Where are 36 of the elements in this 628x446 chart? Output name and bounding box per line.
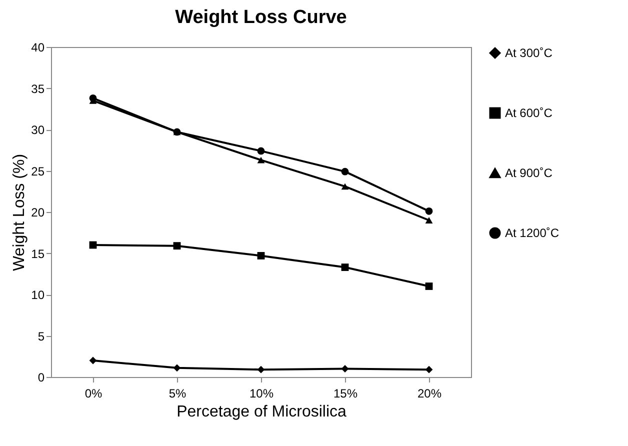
point — [425, 282, 433, 290]
y-tick-label: 20 — [31, 206, 45, 220]
point — [257, 366, 265, 374]
legend-label: At 300˚C — [505, 46, 553, 60]
point — [425, 366, 433, 374]
point — [425, 207, 433, 215]
point — [425, 217, 433, 224]
point — [89, 356, 97, 364]
point — [173, 242, 181, 250]
y-tick-label: 0 — [38, 370, 45, 384]
point — [257, 252, 265, 260]
x-tick-label: 20% — [417, 386, 442, 400]
point — [341, 183, 349, 190]
y-tick-label: 5 — [38, 329, 45, 344]
y-tick-label: 30 — [31, 123, 45, 137]
y-axis-title: Weight Loss (%) — [11, 154, 28, 272]
point — [257, 156, 265, 164]
y-tick-label: 25 — [31, 164, 45, 178]
x-tick-label: 10% — [249, 386, 274, 400]
y-tick-label: 10 — [31, 288, 45, 302]
x-tick-label: 5% — [168, 386, 186, 400]
point — [341, 168, 349, 176]
x-tick-label: 15% — [333, 386, 358, 400]
chart-title: Weight Loss Curve — [175, 7, 347, 28]
y-tick-label: 35 — [31, 82, 45, 96]
x-tick-label: 0% — [84, 386, 102, 400]
point — [89, 94, 97, 102]
legend-label: At 600˚C — [505, 106, 553, 120]
y-tick-label: 40 — [31, 40, 45, 54]
legend-label: At 1200˚C — [505, 226, 560, 240]
point — [173, 364, 181, 372]
y-tick-label: 15 — [31, 246, 45, 261]
legend-label: At 900˚C — [505, 166, 553, 180]
x-axis-title: Percetage of Microsilica — [176, 404, 347, 420]
point — [257, 147, 265, 155]
point — [341, 264, 349, 271]
